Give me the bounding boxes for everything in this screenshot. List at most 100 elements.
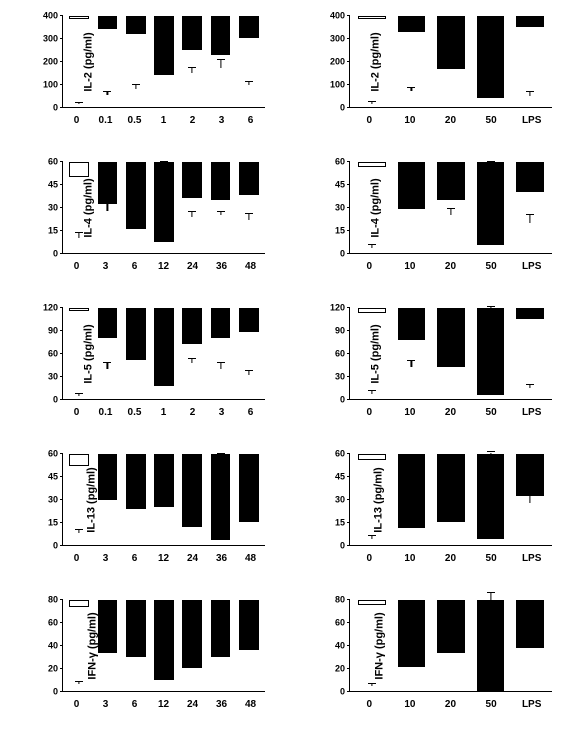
bar bbox=[516, 16, 544, 27]
bar bbox=[358, 600, 386, 605]
y-tick-label: 80 bbox=[335, 596, 345, 605]
y-tick-label: 60 bbox=[335, 450, 345, 459]
x-tick-label: 3 bbox=[91, 261, 120, 272]
chart-il2-left: 0100200300400IL-2 (pg/ml)00.10.51236 bbox=[18, 12, 273, 130]
bar bbox=[398, 308, 426, 340]
chart-il4-right: 015304560IL-4 (pg/ml)0102050LPS bbox=[305, 158, 560, 276]
bar bbox=[182, 162, 202, 198]
x-tick-label: 50 bbox=[471, 115, 512, 126]
bar bbox=[69, 454, 89, 466]
y-tick-label: 30 bbox=[335, 373, 345, 382]
x-tick-label: 6 bbox=[120, 699, 149, 710]
x-tick-label: LPS bbox=[511, 115, 552, 126]
bar bbox=[477, 600, 505, 691]
bar bbox=[358, 16, 386, 19]
y-tick-label: 300 bbox=[330, 35, 345, 44]
x-tick-label: 0.1 bbox=[91, 115, 120, 126]
y-tick-label: 60 bbox=[335, 619, 345, 628]
x-tick-label: LPS bbox=[511, 553, 552, 564]
bar bbox=[239, 16, 259, 38]
y-tick-label: 30 bbox=[48, 204, 58, 213]
bar bbox=[211, 16, 231, 55]
y-tick-label: 30 bbox=[48, 496, 58, 505]
y-tick-label: 0 bbox=[340, 396, 345, 405]
x-tick-label: 48 bbox=[236, 553, 265, 564]
x-tick-label: 12 bbox=[149, 699, 178, 710]
y-tick-label: 45 bbox=[335, 181, 345, 190]
bar bbox=[154, 162, 174, 242]
x-tick-label: 1 bbox=[149, 115, 178, 126]
x-tick-label: 36 bbox=[207, 553, 236, 564]
bar bbox=[398, 600, 426, 667]
x-tick-label: 0 bbox=[349, 553, 390, 564]
bar bbox=[358, 454, 386, 460]
x-tick-label: 10 bbox=[390, 261, 431, 272]
x-tick-label: 20 bbox=[430, 115, 471, 126]
y-tick-label: 60 bbox=[335, 350, 345, 359]
y-tick-label: 60 bbox=[48, 158, 58, 167]
y-tick-label: 80 bbox=[48, 596, 58, 605]
x-tick-label: LPS bbox=[511, 699, 552, 710]
bar bbox=[477, 454, 505, 539]
bar bbox=[98, 16, 118, 29]
y-tick-label: 0 bbox=[340, 688, 345, 697]
bar bbox=[211, 308, 231, 338]
bar bbox=[477, 162, 505, 245]
x-tick-label: 0.1 bbox=[91, 407, 120, 418]
chart-grid: 0100200300400IL-2 (pg/ml)00.10.512360100… bbox=[0, 0, 578, 726]
bar bbox=[182, 308, 202, 344]
plot-area: IL-13 (pg/ml) bbox=[349, 454, 552, 546]
bar bbox=[477, 16, 505, 98]
bar bbox=[239, 162, 259, 195]
y-tick-label: 200 bbox=[330, 58, 345, 67]
bar bbox=[98, 308, 118, 338]
bar bbox=[477, 308, 505, 395]
x-tick-label: 0 bbox=[349, 699, 390, 710]
bar bbox=[239, 454, 259, 522]
y-tick-label: 30 bbox=[335, 204, 345, 213]
plot-area: IL-4 (pg/ml) bbox=[349, 162, 552, 254]
y-tick-label: 60 bbox=[335, 158, 345, 167]
x-tick-label: 20 bbox=[430, 553, 471, 564]
y-tick-label: 60 bbox=[48, 619, 58, 628]
x-tick-label: 50 bbox=[471, 699, 512, 710]
bar bbox=[516, 454, 544, 496]
y-tick-label: 45 bbox=[48, 181, 58, 190]
bar bbox=[437, 454, 465, 522]
x-tick-label: 10 bbox=[390, 115, 431, 126]
chart-il4-left: 015304560IL-4 (pg/ml)03612243648 bbox=[18, 158, 273, 276]
x-tick-label: 0 bbox=[62, 261, 91, 272]
x-tick-label: 6 bbox=[120, 261, 149, 272]
x-tick-label: 6 bbox=[236, 115, 265, 126]
bar bbox=[69, 16, 89, 19]
x-tick-label: 0 bbox=[62, 553, 91, 564]
bar bbox=[437, 600, 465, 653]
x-tick-label: 2 bbox=[178, 115, 207, 126]
bar bbox=[69, 162, 89, 177]
plot-area: IL-2 (pg/ml) bbox=[62, 16, 265, 108]
plot-area: IL-5 (pg/ml) bbox=[349, 308, 552, 400]
bar bbox=[98, 454, 118, 500]
x-tick-label: 0 bbox=[62, 115, 91, 126]
y-tick-label: 400 bbox=[330, 12, 345, 21]
bar bbox=[126, 162, 146, 229]
x-tick-label: 0 bbox=[62, 407, 91, 418]
bar bbox=[126, 308, 146, 360]
x-tick-label: 10 bbox=[390, 553, 431, 564]
bar bbox=[437, 16, 465, 69]
bar bbox=[398, 16, 426, 32]
y-tick-label: 0 bbox=[53, 542, 58, 551]
plot-area: IFN-γ (pg/ml) bbox=[349, 600, 552, 692]
y-tick-label: 30 bbox=[335, 496, 345, 505]
chart-ifng-left: 020406080IFN-γ (pg/ml)03612243648 bbox=[18, 596, 273, 714]
y-tick-label: 400 bbox=[43, 12, 58, 21]
y-tick-label: 15 bbox=[335, 519, 345, 528]
x-tick-label: 10 bbox=[390, 699, 431, 710]
x-tick-label: 36 bbox=[207, 261, 236, 272]
bar bbox=[69, 600, 89, 607]
y-tick-label: 120 bbox=[43, 304, 58, 313]
x-tick-label: 3 bbox=[207, 115, 236, 126]
x-tick-label: 48 bbox=[236, 699, 265, 710]
bar bbox=[239, 600, 259, 650]
x-tick-label: 50 bbox=[471, 407, 512, 418]
